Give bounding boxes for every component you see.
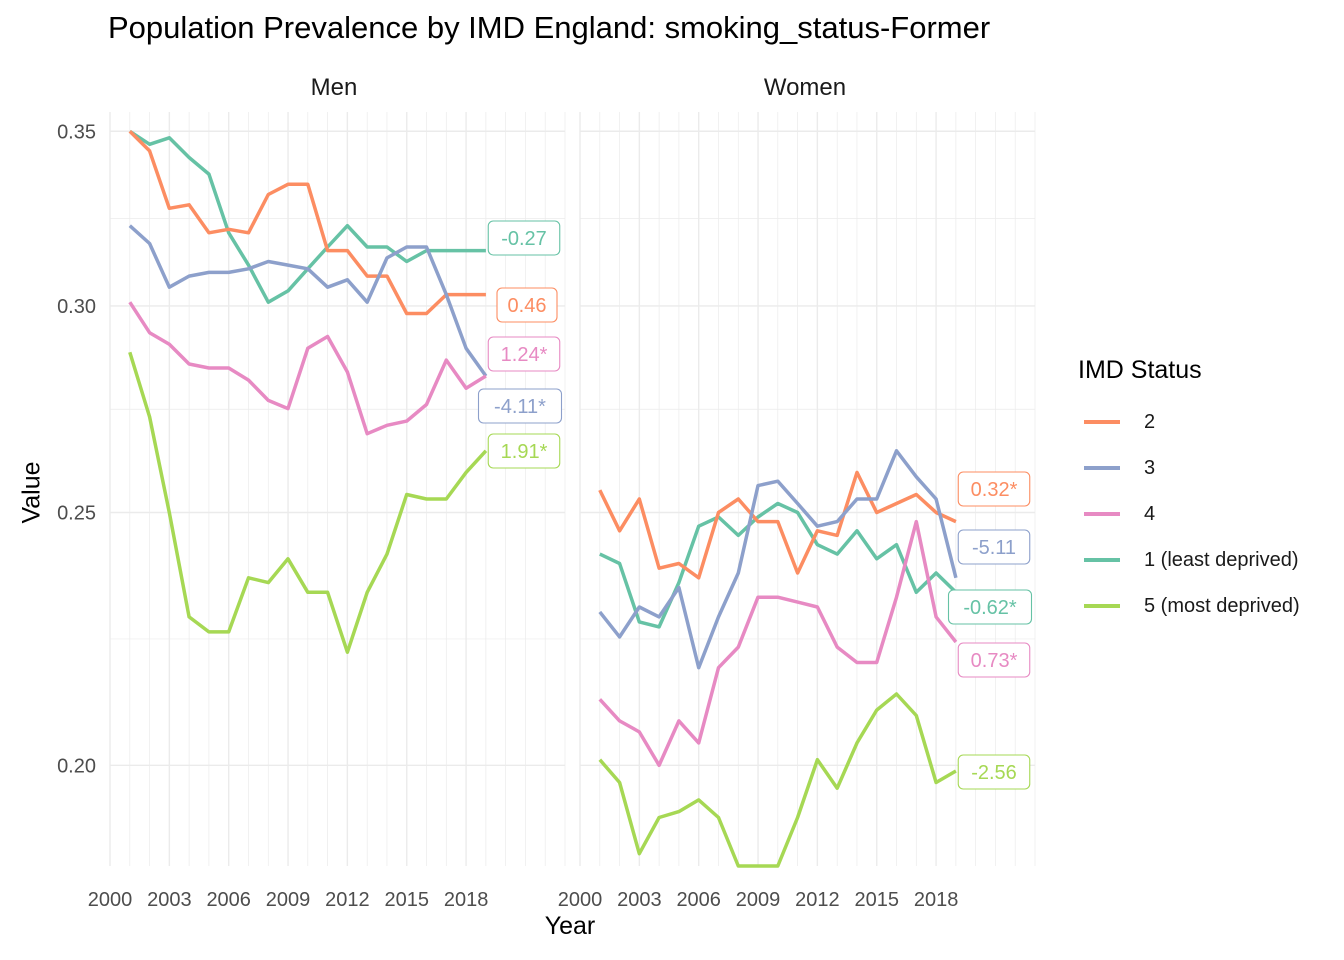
men-trend-label: 0.46 <box>508 295 547 317</box>
women-x-tick-label: 2012 <box>795 889 840 911</box>
women-trend-label: 0.32* <box>971 479 1018 501</box>
men-x-tick-label: 2003 <box>147 889 192 911</box>
women-series-3 <box>598 449 958 670</box>
men-x-tick-label: 2006 <box>206 889 251 911</box>
men-trend-label: -0.27 <box>501 228 547 250</box>
women-trend-label: 0.73* <box>971 650 1018 672</box>
women-trend-label-box <box>957 642 1031 678</box>
women-x-tick-label: 2018 <box>914 889 959 911</box>
men-trend-label-box <box>487 220 561 256</box>
men-trend-label: -4.11* <box>494 396 546 418</box>
women-trend-label: -5.11 <box>972 537 1016 559</box>
legend-swatch <box>1084 512 1120 516</box>
x-axis-title: Year <box>544 912 596 940</box>
men-trend-label-box <box>477 388 563 424</box>
men-trend-label: 1.91* <box>501 441 548 463</box>
legend-label: 3 <box>1144 456 1156 479</box>
men-trend-label-box <box>487 336 561 372</box>
legend-swatch <box>1084 466 1120 470</box>
y-tick-label: 0.20 <box>57 755 96 777</box>
legend-label: 4 <box>1144 502 1156 525</box>
men-series-5-most-deprived <box>128 351 488 654</box>
legend-item: 3 <box>1078 445 1300 491</box>
y-tick-label: 0.30 <box>57 296 96 318</box>
men-x-tick-label: 2015 <box>384 889 429 911</box>
men-trend-label-box <box>496 287 558 323</box>
men-trend-label-box <box>487 433 561 469</box>
y-tick-label: 0.25 <box>57 503 96 525</box>
legend-item: 4 <box>1078 491 1300 537</box>
women-series-2 <box>598 470 957 580</box>
women-x-tick-label: 2009 <box>736 889 781 911</box>
men-series-3 <box>128 224 488 378</box>
women-trend-label-box <box>957 529 1031 565</box>
legend-swatch <box>1084 558 1120 562</box>
legend-title: IMD Status <box>1078 356 1202 384</box>
men-x-tick-label: 2018 <box>444 889 489 911</box>
legend: IMD Status 2 3 4 1 (least deprived) 5 (most … <box>1078 356 1300 629</box>
y-tick-label: 0.35 <box>57 121 96 143</box>
men-x-tick-label: 2000 <box>88 889 133 911</box>
legend-label: 5 (most deprived) <box>1144 594 1300 617</box>
men-x-tick-label: 2009 <box>266 889 311 911</box>
women-series-5-most-deprived <box>598 692 957 868</box>
legend-item: 5 (most deprived) <box>1078 583 1300 629</box>
chart-title: Population Prevalence by IMD England: sm… <box>108 10 991 45</box>
women-x-tick-label: 2015 <box>854 889 899 911</box>
men-series-2 <box>128 130 486 316</box>
women-trend-label: -0.62* <box>963 597 1017 619</box>
women-x-tick-label: 2000 <box>558 889 603 911</box>
women-x-tick-label: 2006 <box>676 889 721 911</box>
women-trend-label: -2.56 <box>971 762 1017 784</box>
women-trend-label-box <box>957 471 1031 507</box>
legend-swatch <box>1084 420 1120 424</box>
panel-title-women: Women <box>763 74 847 101</box>
men-x-tick-label: 2012 <box>325 889 370 911</box>
men-series-4 <box>128 301 487 436</box>
women-series-1-least-deprived <box>599 501 958 629</box>
legend-label: 2 <box>1144 410 1156 433</box>
legend-item: 1 (least deprived) <box>1078 537 1300 583</box>
legend-swatch <box>1084 604 1120 608</box>
women-x-tick-label: 2003 <box>617 889 662 911</box>
legend-item: 2 <box>1078 399 1300 445</box>
women-trend-label-box <box>947 589 1033 625</box>
women-trend-label-box <box>957 754 1031 790</box>
men-trend-label: 1.24* <box>501 344 548 366</box>
legend-label: 1 (least deprived) <box>1144 548 1299 571</box>
women-series-4 <box>598 519 958 768</box>
panel-title-men: Men <box>310 74 358 101</box>
